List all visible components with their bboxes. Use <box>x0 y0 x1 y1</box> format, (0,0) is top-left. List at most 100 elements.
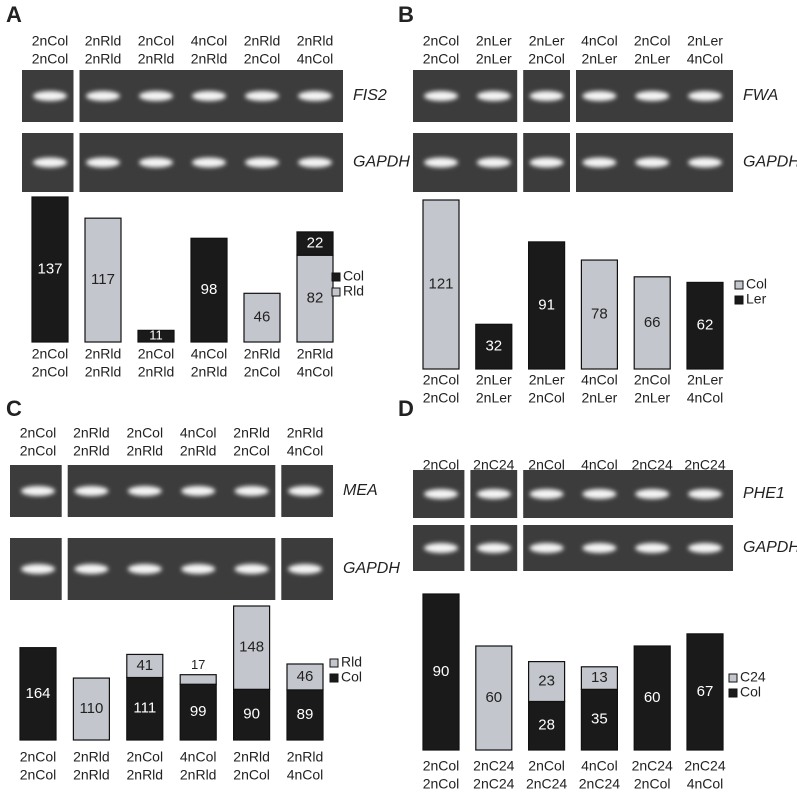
gel-band <box>245 91 279 101</box>
x-tick-label: 4nCol <box>180 749 217 765</box>
x-tick-label: 2nLer <box>634 390 670 406</box>
gel-band <box>529 157 564 168</box>
gel-band <box>582 489 617 499</box>
lane-label: 2nLer <box>476 33 512 49</box>
value-label: 46 <box>254 309 271 326</box>
lane-label: 2nRld <box>73 443 110 459</box>
value-label: 137 <box>37 260 62 277</box>
x-tick-label: 2nCol <box>32 364 69 380</box>
value-label: 148 <box>239 639 264 656</box>
lane-label: 2nCol <box>138 33 175 49</box>
gel-band <box>245 157 279 168</box>
lane-label: 4nCol <box>581 33 618 49</box>
gel-band <box>288 564 322 574</box>
lane-label: 2nLer <box>581 51 617 67</box>
lane-label: 2nC24 <box>473 457 514 473</box>
gel-band <box>688 157 722 168</box>
gel-band <box>139 91 173 101</box>
bar <box>475 645 513 751</box>
gel-band <box>74 564 109 574</box>
gel-label: FIS2 <box>353 87 387 104</box>
legend-label: Rld <box>341 654 362 670</box>
lane-label: 2nC24 <box>632 457 673 473</box>
gel-band <box>476 91 511 101</box>
x-tick-label: 2nCol <box>423 372 460 388</box>
x-tick-label: 4nCol <box>581 372 618 388</box>
legend-label: Col <box>740 684 761 700</box>
gel-band <box>688 543 722 553</box>
x-tick-label: 2nCol <box>32 346 69 362</box>
gel-band <box>127 486 162 496</box>
lane-label: 2nRld <box>127 443 164 459</box>
x-tick-label: 2nC24 <box>579 776 620 792</box>
bar <box>686 281 724 370</box>
bar <box>422 199 460 370</box>
lane-label: 2nCol <box>233 443 270 459</box>
x-tick-label: 2nLer <box>687 372 723 388</box>
x-tick-label: 2nCol <box>423 758 460 774</box>
legend-label: Col <box>341 669 362 685</box>
bar <box>72 677 111 741</box>
x-tick-label: 2nCol <box>138 346 175 362</box>
gel-band <box>21 564 55 574</box>
panel: D 2nCol 2nCol 2nC24 2nC24 2nCol 2nC24 4nCol 2nC2… <box>398 396 797 792</box>
gel-band <box>181 564 216 574</box>
bar <box>296 231 334 256</box>
value-label: 89 <box>297 706 314 723</box>
x-tick-label: 4nCol <box>297 364 334 380</box>
gel-label: GAPDH <box>353 154 410 171</box>
legend-swatch <box>734 280 744 290</box>
lane-label: 4nCol <box>287 443 324 459</box>
value-label: 66 <box>644 314 661 331</box>
x-tick-label: 2nRld <box>85 364 122 380</box>
gel-band <box>33 157 67 168</box>
bar <box>580 688 619 751</box>
gel-band <box>298 157 332 168</box>
lane-label: 2nCol <box>20 425 57 441</box>
gel-band <box>424 489 458 499</box>
lane-label: 2nRld <box>138 51 175 67</box>
lane-label: 4nCol <box>687 51 724 67</box>
gel-band <box>476 489 511 499</box>
legend-label: Rld <box>343 283 364 299</box>
gel-band <box>288 486 322 496</box>
x-tick-label: 4nCol <box>581 758 618 774</box>
lane-label: 2nCol <box>634 33 671 49</box>
lane-label: 2nRld <box>233 425 270 441</box>
x-tick-label: 4nCol <box>687 390 724 406</box>
gel-band <box>476 157 511 168</box>
x-tick-label: 2nRld <box>191 364 228 380</box>
lane-label: 2nLer <box>529 33 565 49</box>
lane-label: 2nCol <box>528 457 565 473</box>
x-tick-label: 2nRld <box>73 767 110 783</box>
gel-band <box>192 91 226 101</box>
x-tick-label: 2nRld <box>73 749 110 765</box>
gel-band <box>582 157 617 168</box>
x-tick-label: 2nCol <box>528 390 565 406</box>
value-label: 67 <box>697 683 714 700</box>
lane-label: 4nCol <box>191 33 228 49</box>
x-tick-label: 2nC24 <box>473 758 514 774</box>
x-tick-label: 2nCol <box>423 390 460 406</box>
gel-label: PHE1 <box>743 485 785 502</box>
value-label: 22 <box>307 235 324 252</box>
gel-band <box>234 564 269 574</box>
legend-label: Col <box>746 276 767 292</box>
legend-label: Col <box>343 268 364 284</box>
bar <box>422 593 460 751</box>
gel-label: GAPDH <box>343 560 400 577</box>
gel-band <box>635 91 670 101</box>
lane-label: 2nCol <box>127 425 164 441</box>
bar <box>243 292 281 343</box>
panel: C 2nCol 2nCol 2nRld 2nRld 2nCol 2nRld 4nCol 2nRl… <box>6 396 400 783</box>
lane-label: 2nCol <box>423 457 460 473</box>
legend-swatch <box>331 272 341 282</box>
value-label: 82 <box>307 290 324 307</box>
gel-band <box>139 157 173 168</box>
value-label: 78 <box>591 305 608 322</box>
gel-band <box>33 91 67 101</box>
panel-label: C <box>6 396 22 421</box>
gel-label: GAPDH <box>743 539 797 556</box>
value-label: 111 <box>133 700 156 717</box>
